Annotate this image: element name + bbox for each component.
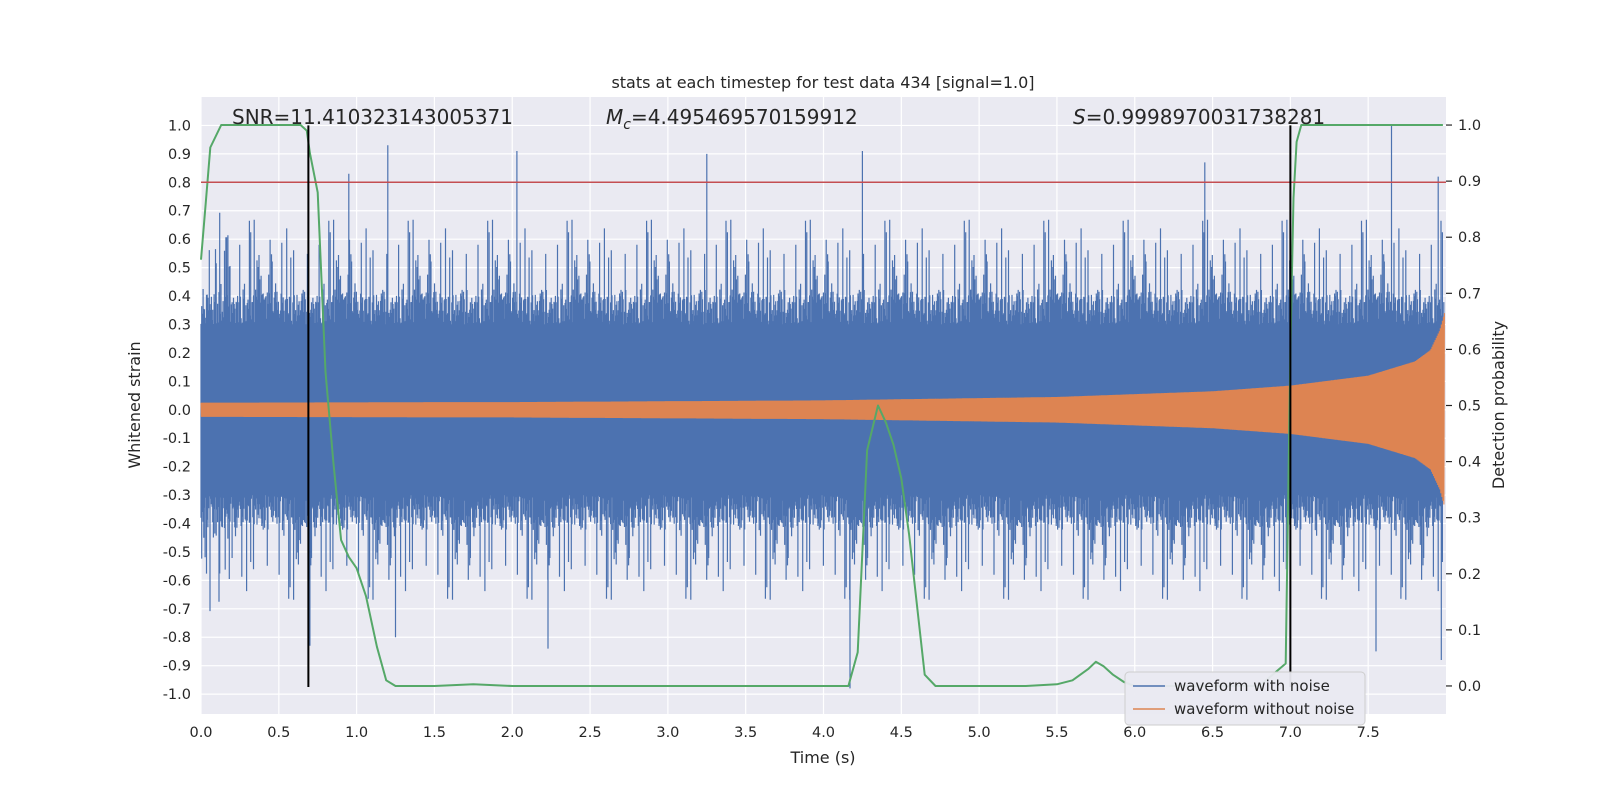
snr-annotation: SNR=11.410323143005371 [232,105,513,129]
y-left-tick-label: -0.7 [163,602,191,618]
x-tick-label: 6.5 [1201,725,1224,741]
chart-title: stats at each timestep for test data 434… [611,73,1034,92]
y-left-tick-label: 0.6 [168,232,191,248]
y-right-tick-label: 0.5 [1458,399,1481,415]
x-tick-label: 4.0 [812,725,835,741]
y-left-tick-label: -0.5 [163,545,191,561]
y-left-tick-label: -0.6 [163,573,191,589]
legend-label-clean: waveform without noise [1174,700,1354,718]
score-annotation: S=0.9998970031738281 [1073,105,1325,129]
y-left-tick-label: 0.4 [168,289,191,305]
x-axis-label: Time (s) [789,748,855,767]
x-tick-label: 7.0 [1279,725,1302,741]
y-left-tick-label: 0.7 [168,204,191,220]
y-right-tick-label: 0.3 [1458,511,1481,527]
y-right-tick-label: 0.1 [1458,623,1481,639]
y-right-tick-label: 0.2 [1458,567,1481,583]
x-tick-labels: 0.0 0.5 1.0 1.5 2.0 2.5 3.0 3.5 4.0 4.5 5.0 5.5 6.0 6… [189,725,1379,741]
y-left-tick-label: 0.5 [168,261,191,277]
y-left-tick-label: 0.1 [168,374,191,390]
score-symbol: S [1073,105,1086,129]
y-right-tick-label: 0.6 [1458,342,1481,358]
y-right-axis-label: Detection probability [1489,321,1508,489]
x-tick-label: 3.5 [734,725,757,741]
series-waveform-without-noise [200,313,1445,505]
y-left-tick-label: 0.9 [168,147,191,163]
y-right-tick-label: 0.7 [1458,286,1481,302]
y-left-axis-label: Whitened strain [125,341,144,468]
y-right-tick-label: 0.0 [1458,679,1481,695]
x-tick-label: 6.0 [1123,725,1146,741]
x-tick-label: 2.0 [501,725,524,741]
y-left-tick-label: 1.0 [168,118,191,134]
y-left-tick-label: 0.3 [168,317,191,333]
x-tick-label: 4.5 [890,725,913,741]
chirp-mass-value: =4.495469570159912 [631,105,858,129]
x-tick-label: 7.5 [1357,725,1380,741]
legend: waveform with noise waveform without noi… [1124,671,1366,726]
y-left-tick-label: -1.0 [163,687,191,703]
y-right-tick-labels: 1.0 0.9 0.8 0.7 0.6 0.5 0.4 0.3 0.2 0.1 0.0 [1446,118,1481,695]
y-left-tick-label: -0.4 [163,516,191,532]
y-left-tick-label: 0.8 [168,175,191,191]
y-right-tick-label: 0.9 [1458,174,1481,190]
chirp-mass-annotation: Mc=4.495469570159912 [606,105,858,133]
y-left-tick-label: -0.3 [163,488,191,504]
x-tick-label: 1.5 [423,725,446,741]
y-left-tick-labels: 1.0 0.9 0.8 0.7 0.6 0.5 0.4 0.3 0.2 0.1 0.0 -0.1 -0.… [163,118,191,703]
score-value: =0.9998970031738281 [1086,105,1325,129]
y-left-tick-label: 0.0 [168,403,191,419]
y-left-tick-label: 0.2 [168,346,191,362]
x-tick-label: 2.5 [579,725,602,741]
chirp-mass-symbol: M [606,105,623,129]
legend-box [1124,671,1366,726]
x-tick-label: 1.0 [345,725,368,741]
chirp-mass-subscript: c [623,117,631,133]
y-left-tick-label: -0.9 [163,659,191,675]
x-tick-label: 0.5 [267,725,290,741]
x-tick-label: 5.0 [968,725,991,741]
clean-waveform-line [200,313,1445,505]
x-tick-label: 5.5 [1045,725,1068,741]
y-left-tick-label: -0.1 [163,431,191,447]
y-right-tick-label: 1.0 [1458,118,1481,134]
y-left-tick-label: -0.8 [163,630,191,646]
y-right-tick-label: 0.4 [1458,455,1481,471]
markers [201,125,1446,687]
legend-label-noise: waveform with noise [1174,677,1330,695]
x-tick-label: 0.0 [189,725,212,741]
y-left-tick-label: -0.2 [163,460,191,476]
y-right-tick-label: 0.8 [1458,230,1481,246]
x-tick-label: 3.0 [656,725,679,741]
